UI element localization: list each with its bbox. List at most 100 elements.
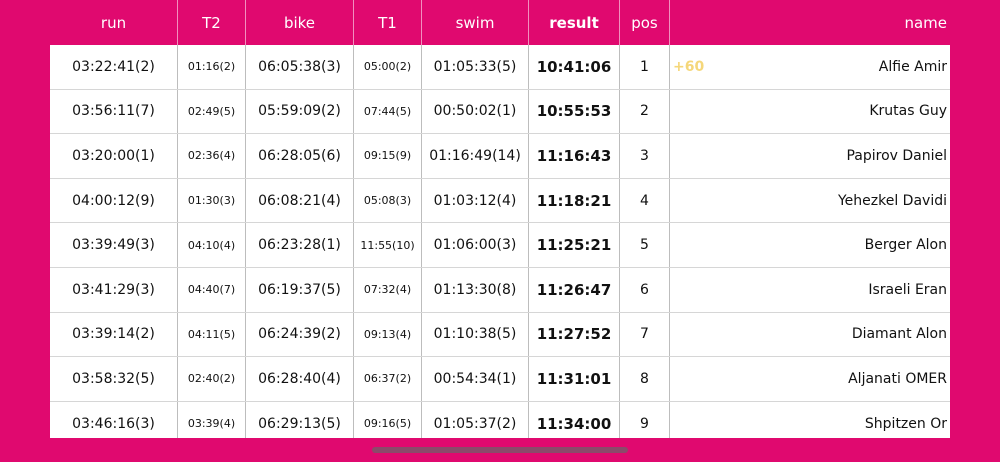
cell-t1: 09:13(4) (354, 312, 422, 357)
cell-t1: 05:00(2) (354, 45, 422, 89)
cell-swim: 00:54:34(1) (422, 357, 529, 401)
table-row[interactable]: 03:39:49(3) 04:10(4) 06:23:28(1) 11:55(10) 0… (50, 223, 950, 268)
cell-t2: 03:39(4) (178, 401, 246, 438)
cell-pos: 5 (620, 223, 670, 267)
cell-pos: 8 (620, 357, 670, 401)
cell-t2: 02:49(5) (178, 89, 246, 134)
cell-swim: 01:05:33(5) (422, 45, 529, 89)
cell-swim: 01:05:37(2) (422, 401, 529, 438)
cell-swim: 00:50:02(1) (422, 89, 529, 134)
header-swim[interactable]: swim (422, 0, 529, 45)
cell-name: Yehezkel Davidi (670, 179, 950, 223)
athlete-name: Yehezkel Davidi (837, 192, 947, 209)
cell-result: 10:41:06 (529, 45, 620, 89)
header-name[interactable]: name (904, 13, 947, 32)
cell-run: 03:20:00(1) (50, 134, 178, 178)
cell-result: 10:55:53 (529, 89, 620, 134)
cell-name: +60 Alfie Amir (670, 45, 950, 89)
cell-t1: 09:16(5) (354, 401, 422, 438)
cell-swim: 01:16:49(14) (422, 134, 529, 178)
table-row[interactable]: 03:20:00(1) 02:36(4) 06:28:05(6) 09:15(9) 01… (50, 134, 950, 179)
table-header: run T2 bike T1 swim result pos name (50, 0, 950, 45)
table-row[interactable]: 03:56:11(7) 02:49(5) 05:59:09(2) 07:44(5) 00… (50, 89, 950, 135)
cell-t2: 01:30(3) (178, 178, 246, 223)
cell-pos: 4 (620, 178, 670, 223)
results-table[interactable]: 03:22:41(2) 01:16(2) 06:05:38(3) 05:00(2) 01… (50, 45, 950, 438)
cell-t2: 01:16(2) (178, 45, 246, 89)
cell-t1: 05:08(3) (354, 178, 422, 223)
table-row[interactable]: 03:58:32(5) 02:40(2) 06:28:40(4) 06:37(2) 00… (50, 357, 950, 402)
athlete-name: Papirov Daniel (846, 147, 947, 164)
athlete-name: Israeli Eran (868, 281, 947, 298)
cell-bike: 06:23:28(1) (246, 223, 354, 267)
cell-bike: 06:19:37(5) (246, 267, 354, 312)
cell-t2: 04:10(4) (178, 223, 246, 267)
cell-result: 11:16:43 (529, 134, 620, 178)
cell-result: 11:27:52 (529, 312, 620, 357)
cell-t2: 04:11(5) (178, 312, 246, 357)
cell-bike: 06:08:21(4) (246, 178, 354, 223)
cell-swim: 01:13:30(8) (422, 267, 529, 312)
cell-name: Diamant Alon (670, 313, 950, 357)
cell-swim: 01:06:00(3) (422, 223, 529, 267)
cell-result: 11:26:47 (529, 267, 620, 312)
cell-name: Aljanati OMER (670, 357, 950, 401)
cell-name: Israeli Eran (670, 268, 950, 312)
cell-t1: 09:15(9) (354, 134, 422, 178)
header-result[interactable]: result (529, 0, 620, 45)
cell-bike: 06:24:39(2) (246, 312, 354, 357)
cell-bike: 06:29:13(5) (246, 401, 354, 438)
header-t2[interactable]: T2 (178, 0, 246, 45)
cell-run: 03:56:11(7) (50, 89, 178, 134)
header-t1[interactable]: T1 (354, 0, 422, 45)
cell-t2: 02:40(2) (178, 357, 246, 401)
table-row[interactable]: 03:41:29(3) 04:40(7) 06:19:37(5) 07:32(4) 01… (50, 267, 950, 313)
cell-t2: 04:40(7) (178, 267, 246, 312)
cell-bike: 06:28:40(4) (246, 357, 354, 401)
athlete-name: Krutas Guy (869, 103, 947, 120)
cell-t1: 06:37(2) (354, 357, 422, 401)
cell-pos: 2 (620, 89, 670, 134)
cell-t1: 07:44(5) (354, 89, 422, 134)
cell-result: 11:34:00 (529, 401, 620, 438)
header-pos[interactable]: pos (620, 0, 670, 45)
cell-bike: 05:59:09(2) (246, 89, 354, 134)
table-row[interactable]: 04:00:12(9) 01:30(3) 06:08:21(4) 05:08(3) 01… (50, 178, 950, 224)
horizontal-scrollbar[interactable] (372, 447, 628, 453)
table-row[interactable]: 03:46:16(3) 03:39(4) 06:29:13(5) 09:16(5) 01… (50, 401, 950, 438)
table-row[interactable]: 03:39:14(2) 04:11(5) 06:24:39(2) 09:13(4) 01… (50, 312, 950, 358)
cell-t1: 11:55(10) (354, 223, 422, 267)
cell-pos: 3 (620, 134, 670, 178)
cell-pos: 7 (620, 312, 670, 357)
header-bike[interactable]: bike (246, 0, 354, 45)
athlete-name: Diamant Alon (851, 326, 947, 343)
cell-run: 03:41:29(3) (50, 267, 178, 312)
cell-name: Shpitzen Or (670, 402, 950, 438)
cell-bike: 06:05:38(3) (246, 45, 354, 89)
athlete-name: Aljanati OMER (848, 370, 947, 387)
cell-pos: 9 (620, 401, 670, 438)
cell-run: 03:39:49(3) (50, 223, 178, 267)
cell-swim: 01:10:38(5) (422, 312, 529, 357)
cell-run: 03:39:14(2) (50, 312, 178, 357)
cell-run: 04:00:12(9) (50, 178, 178, 223)
cell-run: 03:22:41(2) (50, 45, 178, 89)
athlete-name: Berger Alon (864, 237, 947, 254)
cell-pos: 6 (620, 267, 670, 312)
cell-result: 11:25:21 (529, 223, 620, 267)
diff-badge: +60 (673, 58, 705, 75)
athlete-name: Alfie Amir (878, 58, 947, 75)
cell-t2: 02:36(4) (178, 134, 246, 178)
cell-result: 11:31:01 (529, 357, 620, 401)
cell-name: Papirov Daniel (670, 134, 950, 178)
cell-run: 03:58:32(5) (50, 357, 178, 401)
athlete-name: Shpitzen Or (864, 415, 947, 432)
table-row[interactable]: 03:22:41(2) 01:16(2) 06:05:38(3) 05:00(2) 01… (50, 45, 950, 90)
cell-name: Krutas Guy (670, 90, 950, 134)
cell-t1: 07:32(4) (354, 267, 422, 312)
cell-result: 11:18:21 (529, 178, 620, 223)
cell-name: Berger Alon (670, 223, 950, 267)
cell-swim: 01:03:12(4) (422, 178, 529, 223)
header-run[interactable]: run (50, 0, 178, 45)
